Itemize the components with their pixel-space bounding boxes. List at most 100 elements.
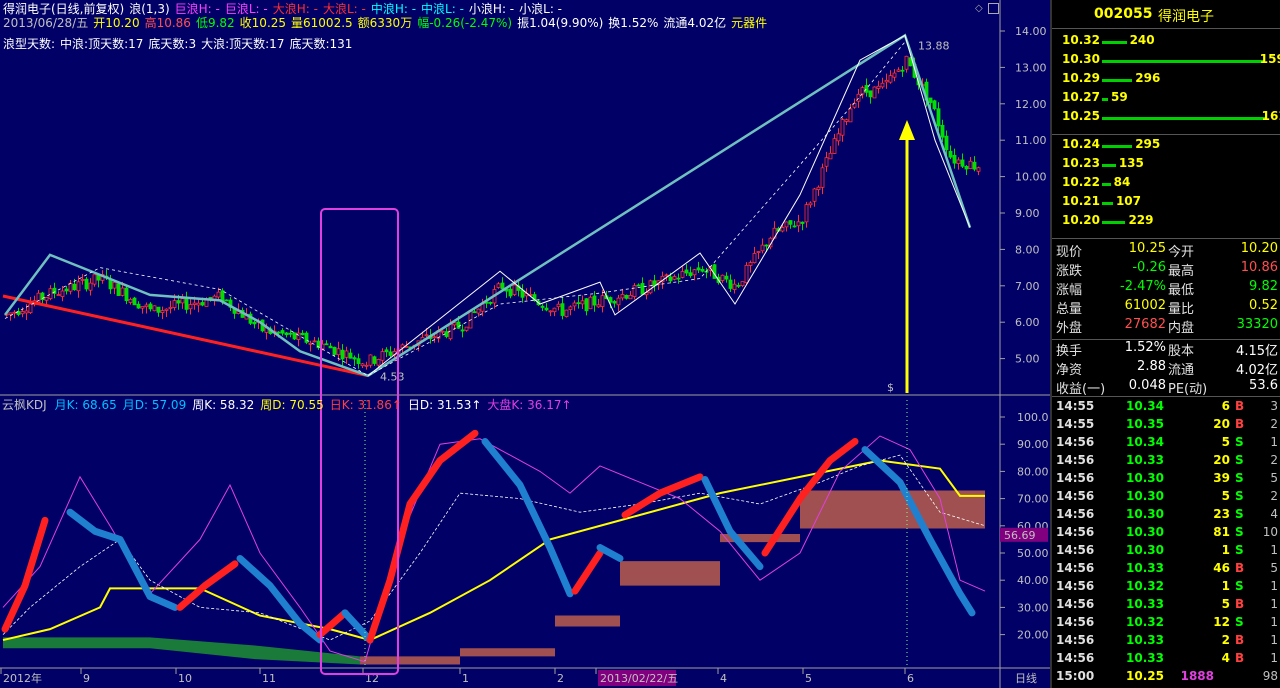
daily-k-segment-5 [341,609,374,644]
stock-name: 得润电子 [1158,9,1214,25]
quote-label: 最高 [1168,264,1195,279]
candle [164,308,169,311]
quote-label: 现价 [1056,245,1083,260]
wave-item-4: 中浪H: - [370,2,417,16]
quote2-value: 4.02亿 [1236,363,1278,378]
daily-k-segment-6 [366,429,479,644]
tick-count: 1 [1270,435,1278,449]
ask-volume: 59 [1111,90,1128,104]
weekly-k-line [2,454,986,641]
candle [976,167,981,172]
kline-chart-area[interactable]: 14.00 13.00 12.00 11.00 10.00 9.00 8.00 7.00 6.0… [0,0,1050,688]
wave-item-2: 大浪H: - [272,2,318,16]
daily-k-segment-0 [1,516,49,633]
chart-canvas[interactable]: 14.00 13.00 12.00 11.00 10.00 9.00 8.00 7.00 6.0… [0,0,1050,688]
date-label-7: 2013/02/22/五 [600,672,678,685]
tick-time: 14:56 [1056,525,1095,539]
quote-row: 外盘 27682 内盘 33320 [1052,317,1280,336]
tick-volume: 39 [1213,471,1230,485]
tick-price: 10.30 [1126,471,1164,485]
price-tick-label-1: 13.00 [1015,61,1047,74]
tick-row: 14:56 10.33 2 B 1 [1052,633,1280,651]
quote2-row: 收益(一) 0.048 PE(动) 53.6 [1052,378,1280,397]
daily-k-segment-1 [66,508,179,611]
candle [496,283,501,288]
tick-time: 14:56 [1056,633,1095,647]
wave-days-item-0: 浪型天数: [3,37,56,51]
quote-value: 10.25 [1128,241,1166,256]
date-label-2: 10 [178,672,192,685]
candle [792,225,797,228]
candle [828,152,833,160]
tick-time: 14:56 [1056,615,1095,629]
wave-item-0: 巨浪H: - [174,2,220,16]
diamond-icon[interactable]: ◇ [975,3,983,14]
tick-count: 4 [1270,507,1278,521]
candle [140,306,145,309]
tick-row: 14:56 10.33 20 S 2 [1052,453,1280,471]
quote2-label: 收益(一) [1056,382,1106,397]
indicator-label-4: 周D: 70.55 [260,398,324,412]
candle [352,357,357,360]
tick-row: 14:55 10.34 6 B 3 [1052,399,1280,417]
candle [960,159,965,167]
date-label-4: 12 [365,672,379,685]
candle [112,281,117,289]
candle [848,108,853,123]
candle [108,279,113,290]
tick-price: 10.32 [1126,579,1164,593]
tick-time: 14:56 [1056,561,1095,575]
candle [740,281,745,286]
quote-item-6: 额6330万 [357,16,413,30]
maximize-icon[interactable] [988,3,999,14]
ask-volume-bar [1102,60,1266,63]
candle [804,204,809,223]
candle [692,269,697,276]
candle [156,306,161,313]
quote-item-1: 开10.20 [93,16,140,30]
candle [816,186,821,191]
current-value-badge [1000,527,1048,542]
indicator-label-1: 月K: 68.65 [54,398,117,412]
candle [884,79,889,83]
tick-volume: 5 [1221,597,1230,611]
highlight-box [320,208,399,675]
candle [116,283,121,296]
indicator-label-0: 云枫KDJ [2,398,47,412]
price-tick-label-5: 9.00 [1015,207,1040,220]
candle [616,297,621,306]
bid-price: 10.20 [1062,213,1100,227]
bid-row: 10.24 295 [1052,137,1280,155]
candle [600,295,605,307]
tick-side: S [1235,543,1244,557]
candle [640,283,645,295]
quote-label: 涨跌 [1056,264,1083,279]
bid-volume: 295 [1135,137,1161,151]
quote2-label: 净资 [1056,363,1083,378]
quote-item-4: 收10.25 [239,16,287,30]
candle [860,87,865,95]
candle [452,322,457,326]
tick-volume: 1 [1221,579,1230,593]
wave-item-6: 小浪H: - [468,2,515,16]
wave-item-5: 中浪L: - [421,2,464,16]
candle [812,188,817,202]
bid-price: 10.23 [1062,156,1100,170]
quote-value: 27682 [1124,317,1166,332]
ask-volume-bar [1102,98,1109,101]
tick-count: 2 [1270,453,1278,467]
candle [720,274,725,281]
candle [472,311,477,314]
candle [908,57,913,67]
tick-side: S [1235,507,1244,521]
candle [668,276,673,282]
bid-volume-bar [1102,183,1111,186]
tick-time: 14:56 [1056,597,1095,611]
candle [180,298,185,304]
candle [76,281,81,292]
candle [344,350,349,358]
candle [944,135,949,151]
candle [324,343,329,346]
tick-time: 14:56 [1056,507,1095,521]
wave-days-item-3: 大浪:顶天数:17 [201,37,285,51]
